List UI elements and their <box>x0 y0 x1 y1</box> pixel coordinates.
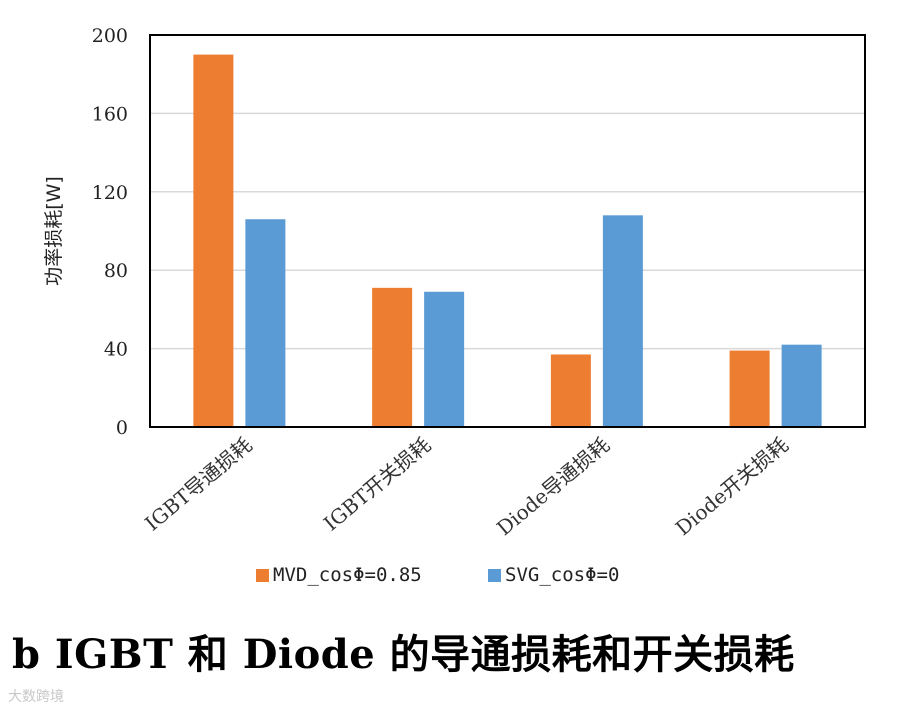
legend-swatch <box>488 569 501 582</box>
bar-mvd <box>729 350 770 427</box>
bars <box>193 54 822 427</box>
bar-mvd <box>193 54 234 427</box>
plot-area-frame <box>149 34 866 428</box>
bar-svg <box>602 215 643 427</box>
y-tick-label: 120 <box>92 182 128 204</box>
legend-swatch <box>256 569 269 582</box>
bar-mvd <box>550 354 591 427</box>
y-tick-label: 0 <box>116 417 128 439</box>
bar-svg <box>245 219 286 427</box>
y-tick-label: 40 <box>104 339 128 361</box>
bar-chart: 0 40 80 120 160 200 IGBT导通损耗 IGBT开关损耗 Diode导通损耗… <box>43 25 866 586</box>
y-tick-label: 80 <box>104 260 128 282</box>
legend-label: SVG_cosΦ=0 <box>505 564 619 586</box>
x-tick-labels: IGBT导通损耗 IGBT开关损耗 Diode导通损耗 Diode开关损耗 <box>140 432 793 540</box>
figure-caption: b IGBT 和 Diode 的导通损耗和开关损耗 <box>12 631 795 678</box>
bar-svg <box>424 291 465 427</box>
watermark: 大数跨境 <box>8 689 64 705</box>
legend-label: MVD_cosΦ=0.85 <box>273 564 422 586</box>
bar-mvd <box>372 287 413 427</box>
y-tick-labels: 0 40 80 120 160 200 <box>92 25 128 439</box>
x-tick-label: IGBT导通损耗 <box>140 432 256 535</box>
legend: MVD_cosΦ=0.85 SVG_cosΦ=0 <box>256 564 619 586</box>
x-tick-label: IGBT开关损耗 <box>319 432 435 535</box>
bar-svg <box>781 344 822 427</box>
y-tick-label: 160 <box>92 103 128 125</box>
x-tick-label: Diode开关损耗 <box>671 432 793 540</box>
x-tick-label: Diode导通损耗 <box>492 432 614 540</box>
y-axis-label: 功率损耗[W] <box>43 176 65 286</box>
y-tick-label: 200 <box>92 25 128 47</box>
